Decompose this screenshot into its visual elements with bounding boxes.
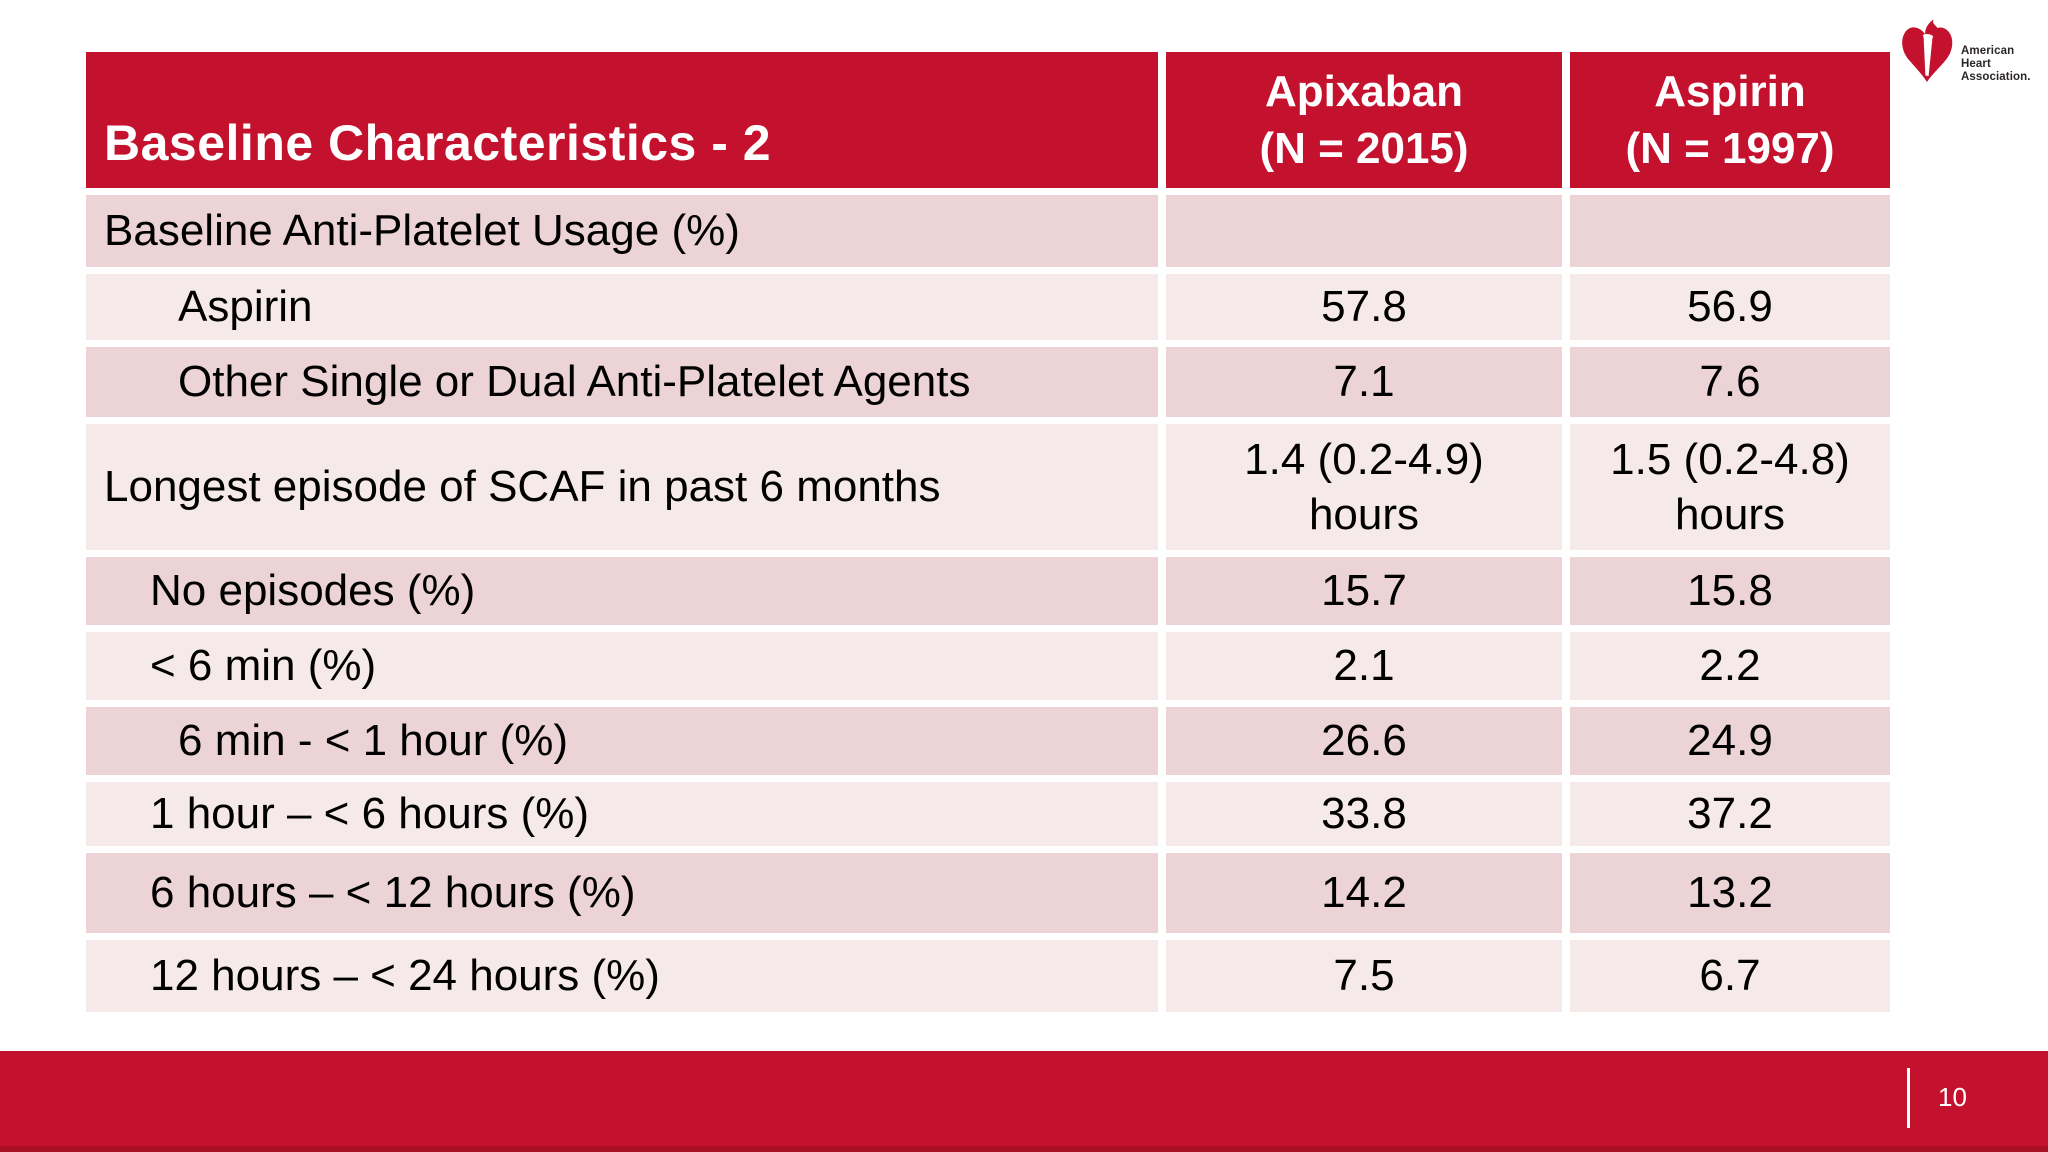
row-label: 12 hours – < 24 hours (%) [86, 940, 1158, 1012]
aspirin-value: 24.9 [1570, 707, 1890, 775]
column-header-aspirin: Aspirin (N = 1997) [1570, 52, 1890, 188]
apixaban-value: 14.2 [1166, 853, 1562, 933]
row-label: Baseline Anti-Platelet Usage (%) [86, 195, 1158, 267]
column-header-line: (N = 1997) [1625, 124, 1835, 173]
aspirin-value: 2.2 [1570, 632, 1890, 700]
table-title: Baseline Characteristics - 2 [86, 52, 1158, 188]
apixaban-value: 57.8 [1166, 274, 1562, 340]
row-label: Aspirin [86, 274, 1158, 340]
apixaban-value: 1.4 (0.2-4.9) hours [1166, 424, 1562, 550]
apixaban-value: 7.5 [1166, 940, 1562, 1012]
row-label: 6 hours – < 12 hours (%) [86, 853, 1158, 933]
page-number: 10 [1938, 1082, 1967, 1112]
apixaban-value: 26.6 [1166, 707, 1562, 775]
aha-logo: American Heart Association. [1900, 18, 2031, 88]
value-line: hours [1674, 490, 1786, 539]
brand-line: American [1961, 45, 2015, 57]
column-header-apixaban: Apixaban (N = 2015) [1166, 52, 1562, 188]
heart-torch-icon [1902, 19, 1953, 83]
row-label: 1 hour – < 6 hours (%) [86, 782, 1158, 846]
footer-bar [0, 1051, 2048, 1152]
apixaban-value: 33.8 [1166, 782, 1562, 846]
apixaban-value: 2.1 [1166, 632, 1562, 700]
apixaban-value [1166, 195, 1562, 267]
baseline-characteristics-table: Baseline Characteristics - 2 Apixaban (N… [86, 52, 1890, 1012]
apixaban-value: 15.7 [1166, 557, 1562, 625]
aspirin-value: 15.8 [1570, 557, 1890, 625]
aspirin-value: 13.2 [1570, 853, 1890, 933]
aspirin-value: 56.9 [1570, 274, 1890, 340]
brand-line: Heart [1961, 57, 1991, 70]
column-header-line: Apixaban [1264, 66, 1464, 116]
aspirin-value: 7.6 [1570, 347, 1890, 417]
aspirin-value: 6.7 [1570, 940, 1890, 1012]
aspirin-value: 37.2 [1570, 782, 1890, 846]
value-line: 1.5 (0.2-4.8) [1610, 434, 1850, 484]
value-line: 1.4 (0.2-4.9) [1244, 434, 1484, 484]
column-header-line: (N = 2015) [1259, 124, 1469, 173]
row-label: Other Single or Dual Anti-Platelet Agent… [86, 347, 1158, 417]
row-label: No episodes (%) [86, 557, 1158, 625]
row-label: Longest episode of SCAF in past 6 months [86, 424, 1158, 550]
aha-brand-text: American Heart Association. [1961, 45, 2031, 84]
aspirin-value: 1.5 (0.2-4.8) hours [1570, 424, 1890, 550]
column-header-line: Aspirin [1654, 66, 1806, 116]
value-line: hours [1308, 490, 1420, 539]
aspirin-value [1570, 195, 1890, 267]
row-label: < 6 min (%) [86, 632, 1158, 700]
page-number-divider [1907, 1068, 1910, 1128]
row-label: 6 min - < 1 hour (%) [86, 707, 1158, 775]
brand-line: Association. [1961, 70, 2031, 83]
apixaban-value: 7.1 [1166, 347, 1562, 417]
